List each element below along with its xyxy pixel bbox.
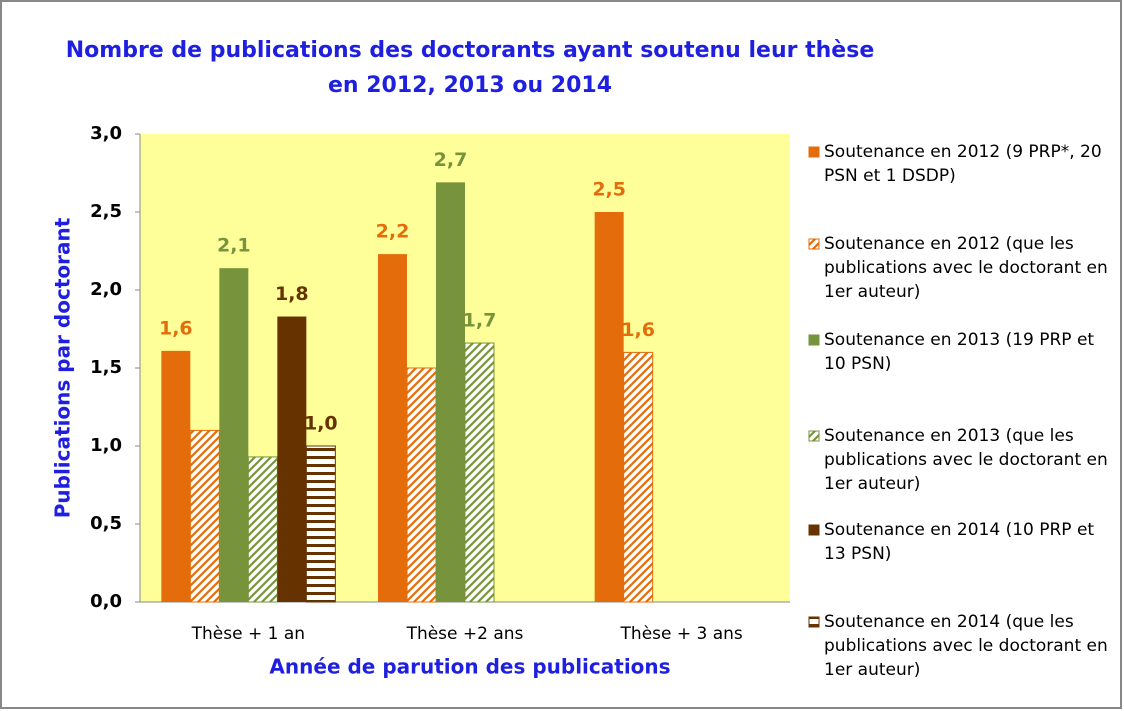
x-axis-label: Année de parution des publications bbox=[269, 655, 670, 679]
y-tick-label: 1,0 bbox=[90, 435, 122, 456]
y-tick-label: 3,0 bbox=[90, 123, 122, 144]
legend-item: Soutenance en 2014 (que les publications… bbox=[808, 610, 1118, 682]
legend-marker bbox=[808, 524, 820, 536]
data-label: 1,7 bbox=[463, 310, 497, 332]
legend-swatch bbox=[808, 238, 820, 250]
bar bbox=[161, 350, 191, 602]
legend-label: Soutenance en 2014 (que les publications… bbox=[824, 612, 1108, 680]
legend-swatch bbox=[808, 616, 820, 628]
legend-label: Soutenance en 2013 (que les publications… bbox=[824, 426, 1108, 494]
bar bbox=[378, 254, 407, 602]
data-label: 2,7 bbox=[434, 149, 468, 171]
legend-item: Soutenance en 2012 (9 PRP*, 20 PSN et 1 … bbox=[808, 140, 1118, 188]
x-tick-label: Thèse + 3 ans bbox=[620, 624, 743, 644]
data-label: 2,5 bbox=[592, 179, 626, 201]
bar bbox=[464, 342, 495, 603]
legend-label: Soutenance en 2012 (que les publications… bbox=[824, 234, 1108, 302]
bar bbox=[623, 351, 654, 603]
legend-label: Soutenance en 2014 (10 PRP et 13 PSN) bbox=[824, 520, 1095, 564]
legend-swatch bbox=[808, 524, 820, 536]
data-label: 1,8 bbox=[275, 283, 309, 305]
y-tick-label: 0,5 bbox=[90, 513, 122, 534]
legend-swatch bbox=[808, 334, 820, 346]
y-axis-label: Publications par doctorant bbox=[51, 217, 75, 518]
bar bbox=[305, 445, 336, 603]
data-label: 1,6 bbox=[621, 319, 655, 341]
bar bbox=[247, 456, 278, 603]
bar bbox=[594, 212, 624, 602]
legend-marker bbox=[808, 146, 820, 158]
bar bbox=[189, 429, 220, 603]
y-tick-label: 0,0 bbox=[90, 591, 122, 612]
data-label: 1,0 bbox=[304, 413, 338, 435]
x-tick-label: Thèse +2 ans bbox=[406, 624, 524, 644]
legend-item: Soutenance en 2012 (que les publications… bbox=[808, 232, 1118, 304]
legend-item: Soutenance en 2014 (10 PRP et 13 PSN) bbox=[808, 518, 1118, 566]
bar bbox=[219, 268, 249, 602]
legend-marker bbox=[808, 334, 820, 346]
y-tick-label: 2,0 bbox=[90, 279, 122, 300]
y-tick-label: 1,5 bbox=[90, 357, 122, 378]
data-label: 1,6 bbox=[159, 317, 193, 339]
legend-swatch bbox=[808, 146, 820, 158]
chart-title: Nombre de publications des doctorants ay… bbox=[66, 38, 875, 98]
bar bbox=[436, 182, 465, 603]
legend-swatch bbox=[808, 430, 820, 442]
legend-marker bbox=[808, 238, 820, 250]
legend-marker bbox=[808, 616, 820, 628]
legend-item: Soutenance en 2013 (que les publications… bbox=[808, 424, 1118, 496]
legend-label: Soutenance en 2012 (9 PRP*, 20 PSN et 1 … bbox=[824, 142, 1102, 186]
y-tick-label: 2,5 bbox=[90, 201, 122, 222]
x-tick-label: Thèse + 1 an bbox=[191, 624, 305, 644]
bar bbox=[406, 367, 437, 603]
legend-label: Soutenance en 2013 (19 PRP et 10 PSN) bbox=[824, 330, 1095, 374]
data-label: 2,2 bbox=[376, 221, 410, 243]
legend-marker bbox=[808, 430, 820, 442]
data-label: 2,1 bbox=[217, 235, 251, 257]
legend-item: Soutenance en 2013 (19 PRP et 10 PSN) bbox=[808, 328, 1118, 376]
bar bbox=[277, 316, 307, 602]
